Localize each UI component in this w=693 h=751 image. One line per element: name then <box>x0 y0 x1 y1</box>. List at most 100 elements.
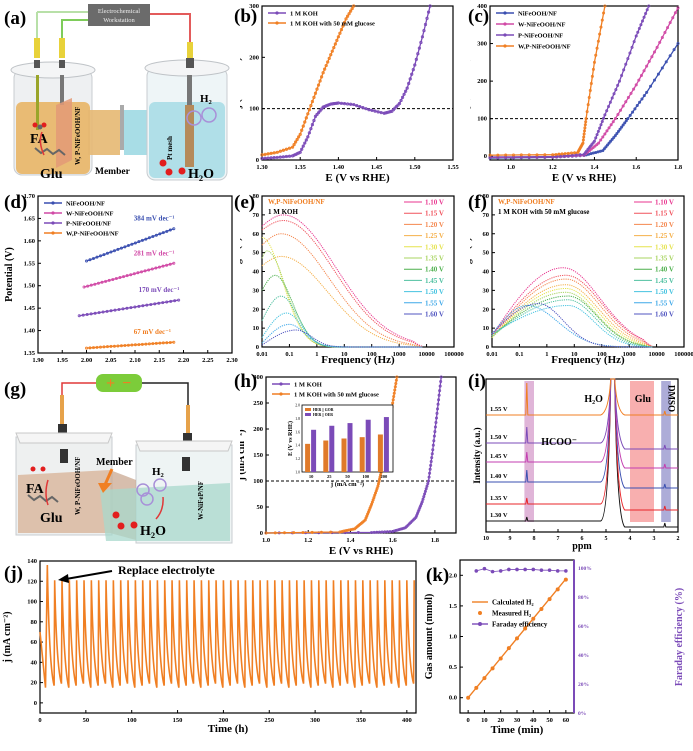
y-axis-label: j (mA cm⁻²) <box>240 57 243 109</box>
data-point <box>583 123 587 127</box>
data-point <box>275 150 279 154</box>
data-point <box>318 109 322 113</box>
legend-label: Faraday efficiency <box>492 621 548 629</box>
x-tick-label: 40 <box>530 717 537 724</box>
faraday-efficiency-point <box>507 567 511 572</box>
legend-label: 1.60 V <box>655 311 674 319</box>
data-point <box>535 153 539 157</box>
data-point <box>372 530 376 534</box>
data-point <box>324 104 328 108</box>
data-point <box>583 126 587 130</box>
data-point <box>129 273 133 277</box>
data-point <box>385 110 389 115</box>
y-tick-label: 10 <box>253 325 260 332</box>
data-point <box>316 83 321 87</box>
data-point <box>433 430 437 434</box>
y-tick-label: 1.60 <box>24 238 35 245</box>
series-line-1-50- <box>491 305 653 348</box>
data-point <box>85 259 89 263</box>
series-line-p-nifeooh-nf <box>79 299 179 317</box>
y-tick-label: 20 <box>31 680 38 687</box>
data-point <box>130 343 134 347</box>
h2o-label: H₂O <box>140 524 166 539</box>
data-point <box>639 23 643 27</box>
y-tick-label: 80 <box>31 619 38 626</box>
data-point <box>551 153 555 157</box>
data-point <box>165 229 169 233</box>
data-point <box>645 64 649 68</box>
data-point <box>137 343 141 347</box>
measured-h2-point <box>474 685 479 690</box>
data-point <box>660 35 664 39</box>
data-point <box>668 54 672 58</box>
data-point <box>102 253 106 257</box>
data-point <box>319 75 324 79</box>
data-point <box>399 527 403 531</box>
data-point <box>594 53 598 57</box>
legend-label: 1 M KOH <box>294 382 322 389</box>
data-point <box>512 153 516 157</box>
data-point <box>294 152 298 157</box>
inset-x-tick-label: 25 <box>327 474 332 479</box>
data-point <box>119 344 123 348</box>
data-point <box>168 340 172 344</box>
data-point <box>621 123 625 127</box>
series-line-1-50- <box>261 312 423 348</box>
data-point <box>121 307 125 311</box>
data-point <box>612 92 616 96</box>
slope-annotation: 67 mV dec⁻¹ <box>134 328 171 336</box>
data-point <box>413 63 417 67</box>
data-point <box>375 530 379 534</box>
data-point <box>116 344 120 348</box>
data-point <box>321 71 325 75</box>
data-point <box>330 102 334 106</box>
data-point <box>629 91 633 95</box>
series-line-1-35- <box>491 291 653 348</box>
spectrum-label: 1.40 V <box>490 473 508 480</box>
x-tick-label: 2.20 <box>178 357 189 364</box>
y-tick-label: 1.50 <box>24 283 35 290</box>
measured-h2-point <box>563 577 568 582</box>
data-point <box>151 342 155 346</box>
data-point <box>618 79 622 83</box>
inset-y-tick-label: 1.2 <box>295 457 300 461</box>
data-point <box>426 10 431 14</box>
data-point <box>605 109 609 113</box>
workstation-box <box>88 4 150 26</box>
data-point <box>596 39 600 43</box>
data-point <box>326 60 330 64</box>
data-point <box>304 138 308 142</box>
data-point <box>147 236 151 240</box>
inset-y-tick-label: 1.0 <box>295 471 300 475</box>
measured-h2-point <box>498 656 503 661</box>
series-line-1-10- <box>261 214 423 347</box>
data-point <box>333 42 337 46</box>
data-point <box>313 91 318 95</box>
series-line-1-40- <box>491 295 653 348</box>
data-point <box>419 40 423 45</box>
x-tick-label: 1.4 <box>590 164 599 171</box>
data-point <box>157 265 161 269</box>
data-point <box>430 452 434 456</box>
data-point <box>77 314 81 318</box>
y-axis-label: Gas amount (mmol) <box>424 594 435 680</box>
legend-marker <box>503 22 507 26</box>
data-point <box>603 4 607 8</box>
slope-annotation: 384 mV dec⁻¹ <box>134 215 175 223</box>
legend-marker <box>275 21 279 25</box>
series-line-1-30- <box>491 288 653 348</box>
data-point <box>379 110 383 115</box>
data-point <box>424 487 428 491</box>
data-point <box>634 34 638 38</box>
data-point <box>636 30 640 34</box>
series-line-1-25- <box>491 284 653 348</box>
data-point <box>589 147 593 151</box>
legend-label: 1.45 V <box>655 277 674 285</box>
data-point <box>309 127 313 131</box>
y-axis-label: -Phase angel (θ) <box>470 238 473 306</box>
x-tick-label: 1.35 <box>295 164 307 171</box>
data-point <box>339 101 344 105</box>
x-tick-label: 0 <box>38 717 41 724</box>
x-axis-label: Time (min) <box>491 724 544 736</box>
data-point <box>635 104 639 108</box>
